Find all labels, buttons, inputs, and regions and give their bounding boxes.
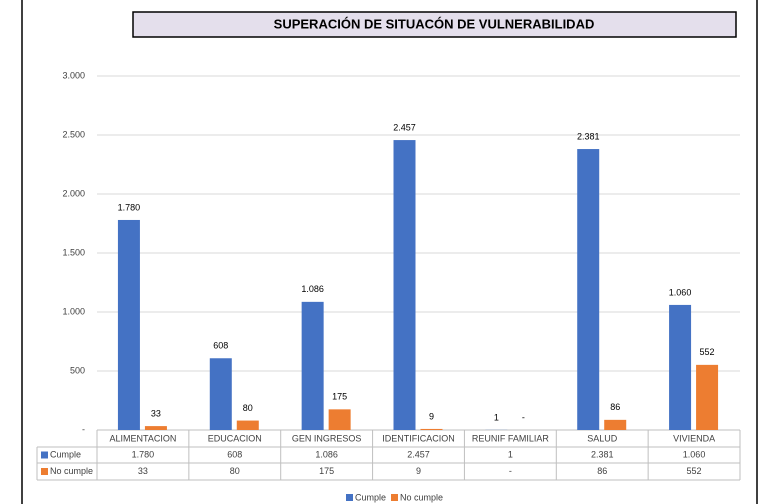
table-series-name: Cumple <box>50 449 81 459</box>
bar <box>209 358 232 430</box>
data-label: 2.457 <box>393 122 416 132</box>
y-tick-label: 1.500 <box>62 247 85 257</box>
data-label: 80 <box>243 403 253 413</box>
table-cell: 2.457 <box>407 449 430 459</box>
table-legend-swatch <box>41 468 48 475</box>
table-cell: 2.381 <box>591 449 614 459</box>
table-cell: 1.780 <box>132 449 155 459</box>
table-cell: 608 <box>227 449 242 459</box>
x-tick-label: ALIMENTACION <box>110 433 177 443</box>
bar <box>144 426 167 430</box>
data-label: 86 <box>610 402 620 412</box>
table-legend-swatch <box>41 451 48 459</box>
x-tick-label: VIVIENDA <box>673 433 715 443</box>
chart-title: SUPERACIÓN DE SITUACÓN DE VULNERABILIDAD <box>274 16 595 31</box>
x-tick-label: IDENTIFICACION <box>382 433 455 443</box>
table-cell: 33 <box>138 466 148 476</box>
data-label: - <box>522 412 525 422</box>
data-label: 175 <box>332 392 347 402</box>
table-cell: 552 <box>687 466 702 476</box>
bar <box>117 219 140 430</box>
bar <box>328 409 351 430</box>
data-label: 33 <box>151 408 161 418</box>
y-tick-label: 1.000 <box>62 306 85 316</box>
legend-swatch <box>346 494 353 501</box>
bar <box>236 420 259 430</box>
frame <box>21 0 758 504</box>
legend-label: No cumple <box>400 492 443 502</box>
data-label: 1.086 <box>301 284 324 294</box>
y-tick-label: 2.500 <box>62 129 85 139</box>
table-series-name: No cumple <box>50 466 93 476</box>
data-label: 608 <box>213 341 228 351</box>
table-cell: - <box>509 466 512 476</box>
bar <box>604 419 627 430</box>
legend-swatch <box>391 494 398 501</box>
bar <box>301 301 324 430</box>
x-tick-label: SALUD <box>587 433 618 443</box>
data-label: 9 <box>429 411 434 421</box>
data-label: 1.060 <box>669 287 692 297</box>
y-tick-label: 500 <box>70 365 85 375</box>
table-cell: 175 <box>319 466 334 476</box>
y-tick-label: 2.000 <box>62 188 85 198</box>
data-label: 2.381 <box>577 131 600 141</box>
data-label: 552 <box>700 347 715 357</box>
bar <box>393 140 416 430</box>
y-tick-label: 3.000 <box>62 70 85 80</box>
table-cell: 1 <box>508 449 513 459</box>
bar <box>669 304 692 430</box>
title-box <box>132 11 737 38</box>
table-cell: 1.086 <box>315 449 338 459</box>
x-tick-label: REUNIF FAMILIAR <box>472 433 550 443</box>
y-tick-label: - <box>82 424 85 434</box>
table-cell: 1.060 <box>683 449 706 459</box>
table-cell: 86 <box>597 466 607 476</box>
table-cell: 9 <box>416 466 421 476</box>
data-label: 1.780 <box>118 202 141 212</box>
bar <box>696 364 719 430</box>
table-cell: 80 <box>230 466 240 476</box>
x-tick-label: EDUCACION <box>208 433 262 443</box>
data-label: 1 <box>494 412 499 422</box>
bar <box>420 428 443 430</box>
x-tick-label: GEN INGRESOS <box>292 433 362 443</box>
bar <box>577 149 600 431</box>
legend-label: Cumple <box>355 492 386 502</box>
